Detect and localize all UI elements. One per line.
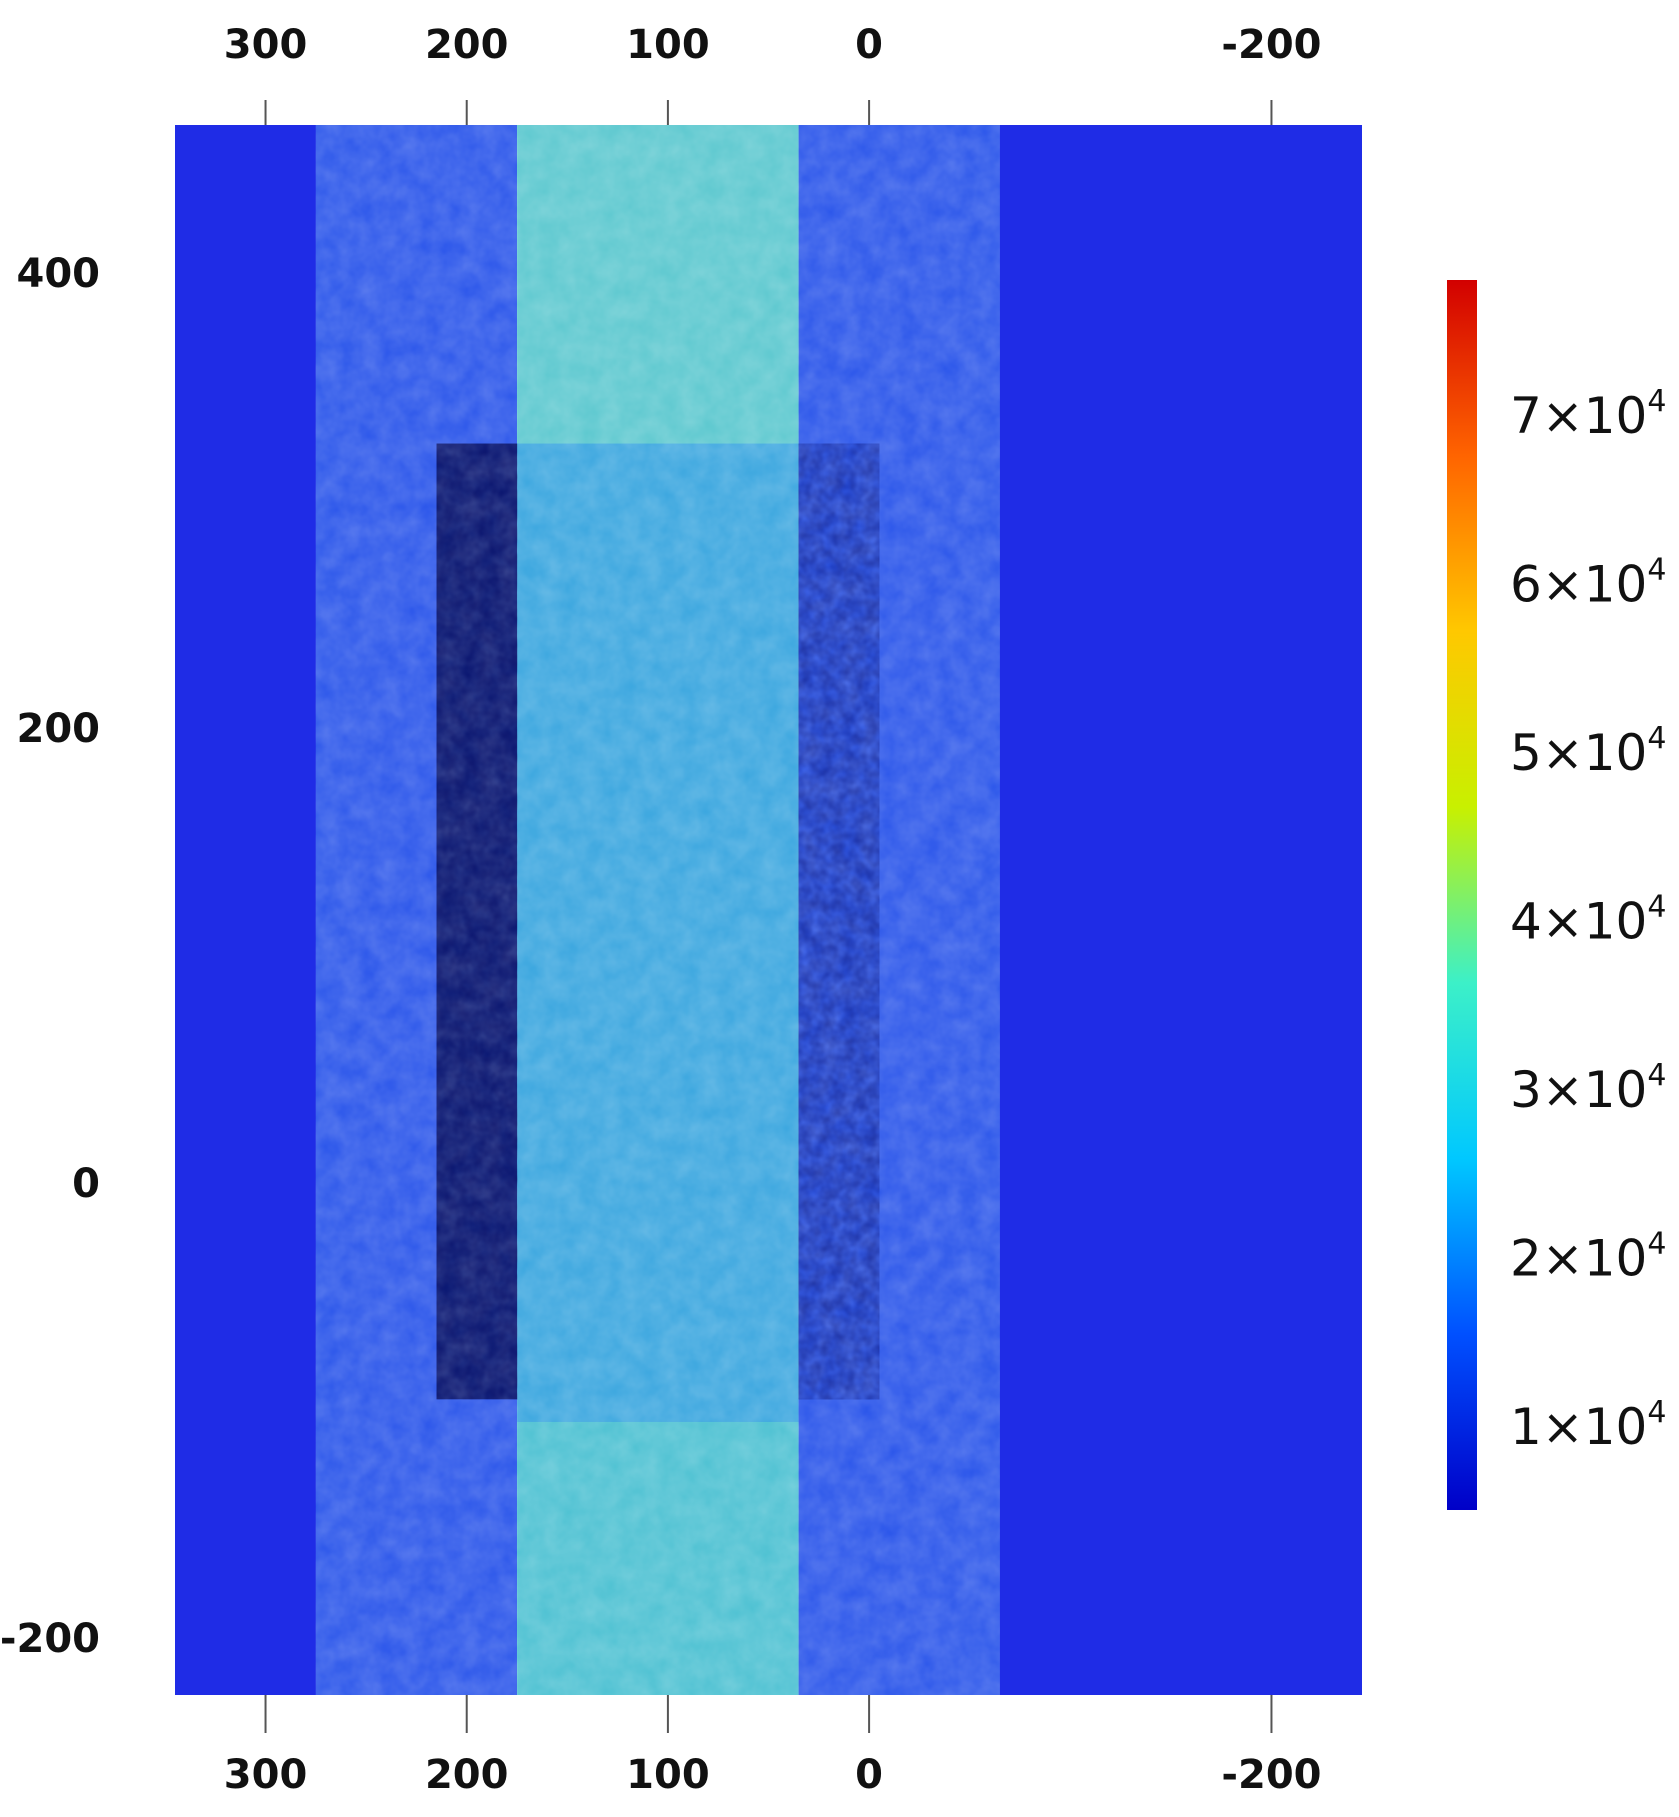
axis-tick-labels: 300 200 100 0 -200 300 200 100 0 -200 400 200 0 -200 — [0, 22, 1322, 1798]
y-tick-label: 0 — [72, 1161, 100, 1207]
x-tick-label-top: 200 — [425, 22, 509, 68]
x-tick-label-bottom: 300 — [224, 1752, 308, 1798]
texture-right-dark-zone — [798, 443, 880, 1400]
colorbar: 1×104 2×104 3×104 4×104 5×104 6×104 7×104 — [1447, 280, 1666, 1510]
x-tick-label-bottom: -200 — [1221, 1752, 1321, 1798]
y-tick-label: 400 — [17, 251, 101, 297]
colorbar-tick-label: 6×104 — [1510, 552, 1666, 613]
axis-ticks — [264, 100, 1273, 1733]
colorbar-tick-label: 2×104 — [1510, 1226, 1666, 1287]
colorbar-tick-label: 1×104 — [1510, 1395, 1666, 1456]
x-tick-label-bottom: 200 — [425, 1752, 509, 1798]
texture-left-dark-zone — [436, 443, 518, 1400]
surface-texture — [315, 125, 1000, 1695]
x-tick-label-top: 100 — [626, 22, 710, 68]
x-tick-label-bottom: 100 — [626, 1752, 710, 1798]
x-tick-label-top: 0 — [855, 22, 883, 68]
y-tick-label: 200 — [17, 706, 101, 752]
colorbar-gradient — [1447, 280, 1477, 1510]
y-tick-label: -200 — [0, 1616, 100, 1662]
x-tick-label-bottom: 0 — [855, 1752, 883, 1798]
colorbar-tick-label: 4×104 — [1510, 889, 1666, 950]
colorbar-tick-label: 3×104 — [1510, 1058, 1666, 1119]
colorbar-tick-label: 5×104 — [1510, 721, 1666, 782]
colorbar-tick-label: 7×104 — [1510, 384, 1666, 445]
x-tick-label-top: 300 — [224, 22, 308, 68]
texture-center-band — [517, 125, 799, 1695]
x-tick-label-top: -200 — [1221, 22, 1321, 68]
